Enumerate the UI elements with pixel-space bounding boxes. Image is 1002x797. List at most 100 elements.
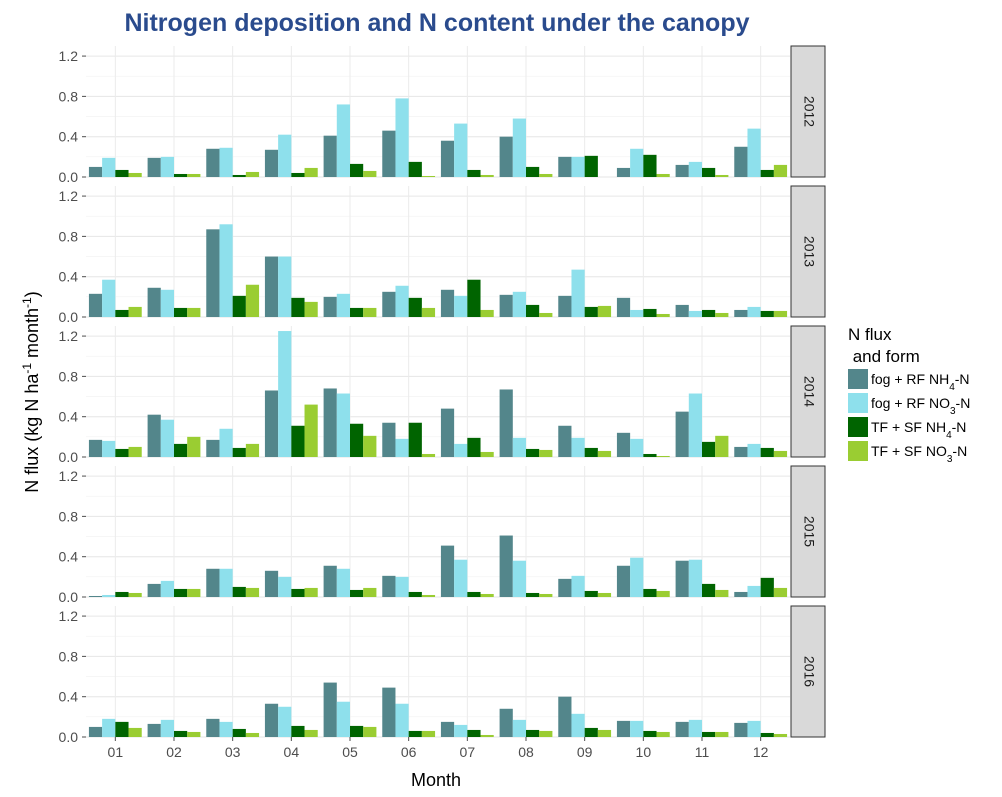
bar [421, 594, 436, 597]
bar [747, 585, 761, 597]
bar [440, 721, 455, 737]
legend-label: TF + SF NH4-N [871, 419, 966, 441]
bar [656, 313, 670, 317]
bar [395, 703, 409, 737]
bar [421, 730, 436, 737]
bar [539, 730, 553, 737]
bar [571, 575, 585, 597]
bar [160, 580, 174, 597]
bar [278, 331, 292, 457]
x-tick-label: 05 [342, 744, 358, 760]
bar [323, 135, 337, 177]
bar [480, 593, 494, 597]
bar [128, 306, 142, 317]
bar [734, 591, 748, 597]
bar [408, 161, 422, 177]
bar [88, 595, 103, 597]
bar [323, 682, 337, 737]
panel-background [86, 46, 790, 177]
bar [597, 592, 612, 597]
bar [643, 588, 657, 597]
bar [382, 130, 396, 177]
bar [480, 309, 494, 317]
bar [539, 312, 553, 317]
bar [160, 719, 174, 737]
bar [291, 725, 305, 737]
bar [702, 309, 716, 317]
panel-background [86, 186, 790, 317]
bar [747, 443, 761, 457]
panel-2014: 0.0 0.4 0.8 1.2 2014 [59, 325, 826, 465]
y-tick-label: 0.8 [59, 368, 79, 384]
bar [467, 729, 481, 737]
bar [336, 701, 350, 737]
x-tick-label: 06 [401, 744, 417, 760]
y-axis-title: N flux (kg N ha-1 month-1) [20, 291, 42, 492]
bar [702, 167, 716, 177]
bar [571, 437, 585, 457]
bar [688, 719, 702, 737]
bar [512, 291, 526, 317]
bar [702, 441, 716, 457]
bar [206, 439, 220, 457]
bar [760, 447, 774, 457]
x-axis-title: Month [411, 770, 461, 790]
bar [571, 269, 585, 317]
bar [512, 560, 526, 597]
bar [630, 309, 644, 317]
panel-background [86, 606, 790, 737]
x-tick-label: 10 [636, 744, 652, 760]
bar [382, 687, 396, 737]
bar [350, 589, 364, 597]
bar [336, 568, 350, 597]
bar [382, 575, 396, 597]
bar [245, 732, 260, 737]
bar [440, 408, 455, 457]
bar [499, 389, 513, 457]
bar [88, 726, 103, 737]
bar [206, 229, 220, 317]
bar [323, 388, 337, 457]
bar [128, 172, 142, 177]
legend-key [848, 441, 868, 461]
bar [440, 289, 455, 317]
panel-background [86, 326, 790, 457]
bar [760, 732, 774, 737]
bar [206, 568, 220, 597]
bar [675, 411, 689, 457]
bar [571, 713, 585, 737]
bar [350, 725, 364, 737]
bar [512, 437, 526, 457]
bar [115, 309, 129, 317]
bar [760, 310, 774, 317]
bar [395, 98, 409, 177]
bar [630, 720, 644, 737]
bar [526, 166, 540, 177]
bar [454, 123, 468, 177]
bar [363, 307, 377, 317]
x-tick-label: 12 [753, 744, 769, 760]
bar [675, 304, 689, 317]
bar [499, 136, 513, 177]
bar [219, 147, 233, 177]
bar [219, 721, 233, 737]
bar [454, 443, 468, 457]
bar [715, 174, 729, 177]
bar [350, 307, 364, 317]
bar [187, 588, 201, 597]
panel-2012: 0.0 0.4 0.8 1.2 2012 [59, 45, 826, 185]
bar [584, 590, 598, 597]
bar [773, 164, 788, 177]
chart-title: Nitrogen deposition and N content under … [124, 9, 749, 37]
bar [616, 720, 631, 737]
y-tick-label: 0.4 [59, 129, 79, 145]
bar [688, 559, 702, 597]
legend-key [848, 393, 868, 413]
bar [584, 155, 598, 177]
bar [88, 439, 103, 457]
facet-strip-label: 2014 [801, 376, 817, 407]
bar [147, 583, 161, 597]
bar [88, 293, 103, 317]
bar [264, 390, 279, 457]
